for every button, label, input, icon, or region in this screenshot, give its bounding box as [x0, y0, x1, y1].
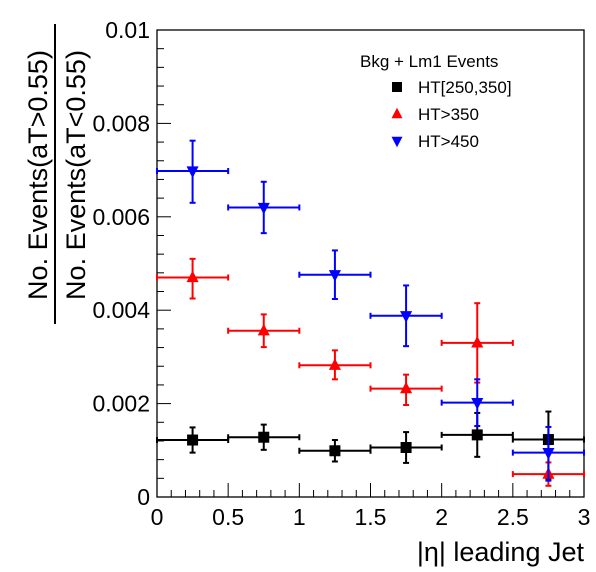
x-tick-label: 1.5 [355, 504, 387, 530]
marker-square [392, 82, 402, 92]
data-point [156, 139, 230, 204]
y-tick-label: 0.01 [105, 17, 150, 43]
marker-triangle-down [391, 136, 403, 148]
y-tick-label: 0.004 [92, 297, 150, 323]
x-tick-label: 2 [435, 504, 448, 530]
data-point [440, 378, 514, 428]
marker-triangle-down [542, 448, 555, 460]
series-triangle-down [156, 139, 585, 482]
legend-entry-label: HT[250,350] [418, 78, 512, 97]
data-point [227, 423, 301, 451]
data-point [156, 426, 230, 454]
data-point [440, 302, 514, 384]
data-point [156, 257, 230, 300]
legend-entry-label: HT>350 [418, 105, 479, 124]
data-point [298, 439, 372, 463]
marker-square [258, 431, 270, 443]
data-point [298, 349, 372, 381]
marker-triangle-down [400, 311, 413, 323]
x-tick-label: 0.5 [212, 504, 244, 530]
marker-triangle-down [257, 202, 270, 215]
x-tick-label: 1 [293, 504, 306, 530]
y-tick-label: 0.008 [92, 110, 150, 136]
marker-square [187, 434, 199, 446]
y-tick-label: 0 [137, 484, 150, 510]
y-axis-label-denominator: No. Events(aT<0.55) [61, 50, 91, 300]
marker-square [471, 429, 483, 441]
data-point [369, 373, 443, 407]
marker-square [400, 441, 412, 453]
marker-triangle-down [186, 166, 199, 178]
y-tick-label: 0.002 [92, 391, 150, 417]
data-point [227, 313, 301, 349]
marker-square [329, 445, 341, 457]
data-marks [156, 139, 585, 487]
y-axis-label-numerator: No. Events(aT>0.55) [23, 50, 53, 300]
marker-triangle-up [328, 358, 341, 370]
data-point [298, 249, 372, 300]
x-tick-label: 2.5 [497, 504, 529, 530]
marker-triangle-down [471, 398, 484, 410]
y-tick-label: 0.006 [92, 204, 150, 230]
x-axis-label: |η| leading Jet [417, 537, 585, 567]
legend-title: Bkg + Lm1 Events [360, 52, 498, 71]
marker-triangle-up [400, 381, 413, 394]
marker-triangle-up [471, 335, 484, 348]
plot-frame [156, 29, 585, 498]
legend-entry-label: HT>450 [418, 132, 479, 151]
legend: Bkg + Lm1 Events HT[250,350] HT>350 HT>450 [360, 52, 512, 151]
data-point [227, 180, 301, 235]
marker-triangle-down [328, 270, 341, 282]
data-point [511, 425, 585, 482]
axis-ticks: 0 0.5 1 1.5 2 2.5 3 0 0.002 0.004 0.006 0.008 0.01 [92, 17, 590, 530]
marker-triangle-up [391, 107, 403, 119]
plot-axes [156, 29, 585, 498]
data-point [369, 284, 443, 348]
series-square [156, 410, 585, 481]
x-tick-label: 3 [578, 504, 591, 530]
data-point [369, 431, 443, 464]
marker-triangle-up [186, 270, 199, 283]
x-tick-label: 0 [151, 504, 164, 530]
marker-triangle-up [257, 323, 270, 336]
